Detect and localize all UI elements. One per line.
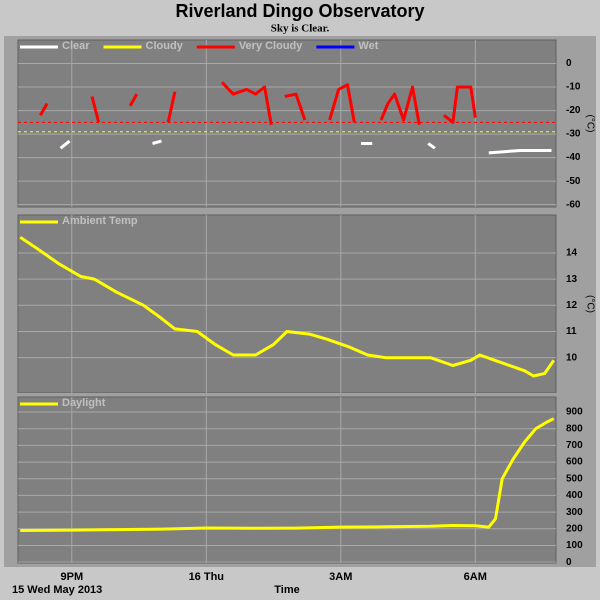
y-axis-label: (°C) <box>584 115 595 133</box>
chart-subtitle: Sky is Clear. <box>271 23 330 35</box>
y-tick-label: 100 <box>566 540 583 551</box>
y-tick-label: 300 <box>566 507 583 518</box>
y-tick-label: -20 <box>566 105 581 116</box>
y-tick-label: 14 <box>566 248 578 259</box>
series-line <box>59 139 552 155</box>
date-label: 15 Wed May 2013 <box>12 584 102 596</box>
y-tick-label: 900 <box>566 407 583 418</box>
y-tick-label: 700 <box>566 440 583 451</box>
legend-label: Very Cloudy <box>239 40 303 52</box>
series-line <box>19 236 556 378</box>
x-tick-label: 6AM <box>464 571 487 583</box>
series-line <box>39 81 477 125</box>
series-line <box>20 417 555 532</box>
plot-area <box>17 396 557 564</box>
legend-label: Wet <box>358 40 378 52</box>
y-axis-label: (°C) <box>584 295 595 313</box>
plot-area <box>17 39 557 208</box>
x-axis-label: Time <box>274 584 299 596</box>
y-tick-label: 0 <box>566 557 572 568</box>
y-tick-label: 12 <box>566 300 578 311</box>
x-tick-label: 9PM <box>60 571 83 583</box>
y-tick-label: -60 <box>566 199 581 210</box>
legend-label: Cloudy <box>146 40 184 52</box>
y-tick-label: 11 <box>566 326 577 337</box>
y-tick-label: 400 <box>566 490 583 501</box>
y-tick-label: -50 <box>566 176 581 187</box>
y-tick-label: -40 <box>566 152 581 163</box>
y-tick-label: -30 <box>566 129 581 140</box>
y-tick-label: 500 <box>566 473 583 484</box>
y-tick-label: 13 <box>566 274 578 285</box>
x-tick-label: 16 Thu <box>189 571 224 583</box>
plot-area <box>17 214 557 394</box>
y-tick-label: 0 <box>566 58 572 69</box>
chart-title: Riverland Dingo Observatory <box>175 1 424 21</box>
y-tick-label: -10 <box>566 82 581 93</box>
y-tick-label: 600 <box>566 457 583 468</box>
legend-label: Daylight <box>62 397 106 409</box>
x-tick-label: 3AM <box>329 571 352 583</box>
y-tick-label: 10 <box>566 352 578 363</box>
y-tick-label: 800 <box>566 423 583 434</box>
legend-label: Ambient Temp <box>62 215 138 227</box>
legend-label: Clear <box>62 40 90 52</box>
y-tick-label: 200 <box>566 523 583 534</box>
